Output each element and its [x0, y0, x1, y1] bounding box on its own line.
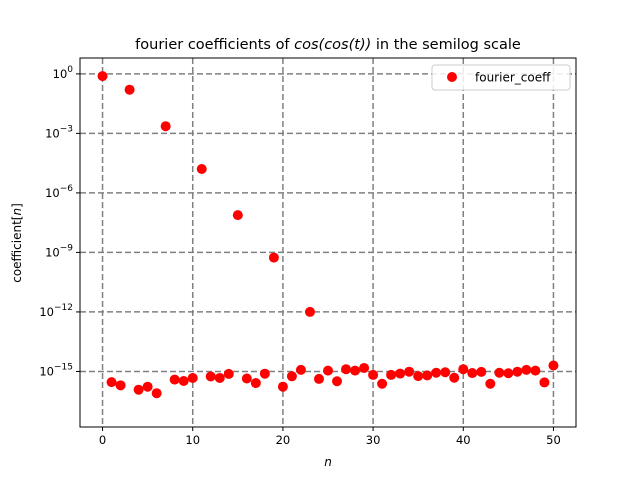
data-point: [223, 368, 234, 379]
data-point: [467, 368, 478, 379]
data-point: [359, 362, 370, 373]
data-point: [124, 84, 135, 95]
y-axis-label: coefficient[n]: [10, 203, 24, 283]
chart-title: fourier coefficients of cos(cos(t)) in t…: [135, 37, 521, 53]
data-point: [332, 376, 343, 387]
y-tick-label: 10−15: [39, 362, 73, 378]
y-tick-label: 10−9: [45, 243, 73, 259]
x-tick-label: 30: [366, 433, 381, 447]
data-point: [368, 369, 379, 380]
data-point: [142, 381, 153, 392]
x-axis-label: n: [324, 455, 332, 469]
data-point: [169, 374, 180, 385]
data-point: [386, 369, 397, 380]
legend: fourier_coeff: [431, 64, 571, 91]
data-point: [97, 71, 108, 82]
data-point: [413, 371, 424, 382]
data-point: [187, 372, 198, 383]
data-point: [178, 376, 189, 387]
data-point: [422, 370, 433, 381]
data-point: [404, 366, 415, 377]
data-point: [530, 365, 541, 376]
data-point: [151, 388, 162, 399]
x-tick-label: 10: [185, 433, 200, 447]
x-tick-label: 20: [276, 433, 291, 447]
x-axis-ticks: 0 10 20 30 40 50: [99, 427, 561, 447]
data-point: [106, 377, 117, 388]
data-point: [458, 364, 469, 375]
data-point: [377, 378, 388, 389]
data-point: [539, 377, 550, 388]
x-tick-label: 50: [546, 433, 561, 447]
data-point: [449, 372, 460, 383]
data-point: [277, 381, 288, 392]
data-point: [160, 121, 171, 132]
data-point: [133, 384, 144, 395]
data-point: [259, 368, 270, 379]
data-point: [440, 367, 451, 378]
data-point: [512, 366, 523, 377]
data-point: [313, 373, 324, 384]
data-point: [323, 365, 333, 376]
data-point: [196, 164, 207, 175]
data-point: [250, 378, 261, 389]
legend-marker: [447, 72, 457, 82]
data-point: [232, 210, 243, 221]
data-point: [503, 368, 514, 379]
y-axis-ticks: 100 10−3 10−6 10−9 10−12 10−15: [39, 65, 80, 378]
data-point: [214, 372, 225, 383]
data-point: [268, 252, 279, 263]
data-point: [115, 380, 126, 391]
data-point: [205, 371, 216, 382]
plot-frame: [79, 57, 577, 428]
legend-box: [431, 64, 571, 91]
data-point: [476, 366, 487, 377]
data-point: [341, 364, 352, 375]
y-tick-label: 10−6: [45, 184, 73, 200]
data-point: [548, 360, 559, 371]
data-point: [485, 378, 496, 389]
data-point: [295, 364, 306, 375]
data-point: [304, 306, 315, 317]
data-points: [97, 71, 559, 399]
x-tick-label: 40: [456, 433, 471, 447]
data-point: [286, 371, 297, 382]
data-point: [395, 368, 406, 379]
data-point: [521, 364, 532, 375]
y-tick-label: 10−3: [45, 124, 73, 140]
data-point: [350, 365, 361, 376]
x-tick-label: 0: [99, 433, 106, 447]
data-point: [241, 373, 252, 384]
y-tick-label: 100: [53, 65, 74, 81]
data-point: [494, 367, 505, 378]
legend-label: fourier_coeff: [475, 71, 551, 85]
y-tick-label: 10−12: [39, 303, 73, 319]
data-point: [431, 367, 442, 378]
